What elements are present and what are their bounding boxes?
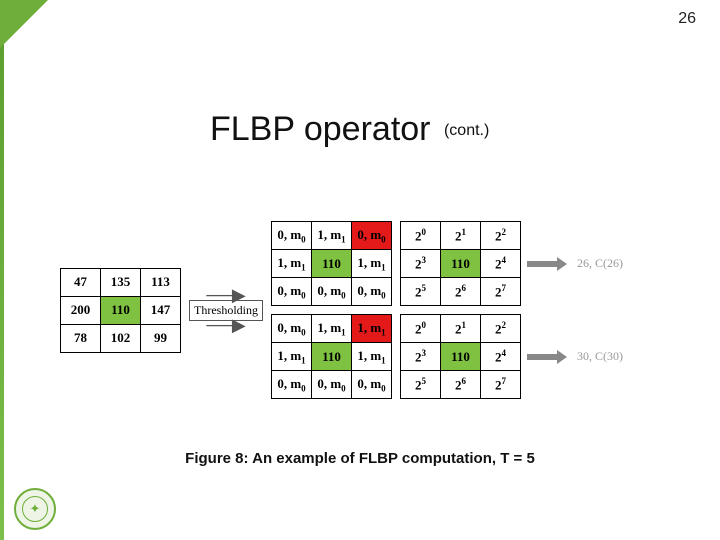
- cell-center: 110: [101, 296, 141, 324]
- cell: 23: [401, 250, 441, 278]
- cell: 1, m1: [272, 250, 312, 278]
- corner-triangle: [0, 0, 48, 48]
- arrow-icon: [527, 257, 567, 271]
- cell: 23: [401, 343, 441, 371]
- cell: 25: [401, 371, 441, 399]
- output-label: 26, C(26): [577, 256, 623, 271]
- cell: 21: [441, 222, 481, 250]
- cell: 24: [481, 343, 521, 371]
- cell-center: 110: [312, 250, 352, 278]
- institution-logo: ✦: [14, 488, 56, 530]
- side-accent-bar: [0, 0, 4, 540]
- membership-grids: 0, m0 1, m1 0, m0 1, m1 110 1, m1 0, m0 …: [271, 221, 392, 399]
- cell: 113: [141, 268, 181, 296]
- cell: 47: [61, 268, 101, 296]
- cell-center: 110: [441, 250, 481, 278]
- arrow-icon: [527, 350, 567, 364]
- weight-grids: 20 21 22 23 110 24 25 26 27 26, C(26): [400, 221, 623, 399]
- cell: 0, m0: [312, 278, 352, 306]
- cell: 24: [481, 250, 521, 278]
- cell: 26: [441, 278, 481, 306]
- cell: 20: [401, 315, 441, 343]
- arrow-icon: ──▶: [206, 321, 245, 330]
- cell: 1, m1: [352, 315, 392, 343]
- title-main: FLBP operator: [210, 110, 431, 148]
- cell: 1, m1: [312, 222, 352, 250]
- page-number: 26: [678, 10, 696, 28]
- cell: 99: [141, 324, 181, 352]
- cell: 0, m0: [272, 278, 312, 306]
- cell: 1, m1: [272, 343, 312, 371]
- cell-center: 110: [312, 343, 352, 371]
- cell: 21: [441, 315, 481, 343]
- figure-caption: Figure 8: An example of FLBP computation…: [0, 450, 720, 467]
- cell: 0, m0: [352, 278, 392, 306]
- cell: 147: [141, 296, 181, 324]
- cell: 0, m0: [352, 371, 392, 399]
- figure-area: 47 135 113 200 110 147 78 102 99 ──▶ Thr…: [60, 200, 680, 420]
- title-cont: (cont.): [444, 122, 489, 139]
- cell-center: 110: [441, 343, 481, 371]
- thresholding-arrow: ──▶ Thresholding ──▶: [189, 291, 263, 330]
- cell: 26: [441, 371, 481, 399]
- cell: 22: [481, 222, 521, 250]
- weight-grid-1: 20 21 22 23 110 24 25 26 27: [400, 221, 521, 306]
- slide-title: FLBP operator (cont.): [210, 110, 489, 149]
- cell: 20: [401, 222, 441, 250]
- weight-grid-2: 20 21 22 23 110 24 25 26 27: [400, 314, 521, 399]
- cell: 135: [101, 268, 141, 296]
- output-label: 30, C(30): [577, 349, 623, 364]
- membership-grid-1: 0, m0 1, m1 0, m0 1, m1 110 1, m1 0, m0 …: [271, 221, 392, 306]
- cell: 0, m0: [272, 315, 312, 343]
- cell: 1, m1: [352, 343, 392, 371]
- cell: 200: [61, 296, 101, 324]
- cell: 0, m0: [352, 222, 392, 250]
- cell: 0, m0: [272, 371, 312, 399]
- cell: 0, m0: [312, 371, 352, 399]
- cell: 1, m1: [312, 315, 352, 343]
- input-grid: 47 135 113 200 110 147 78 102 99: [60, 268, 181, 353]
- cell: 1, m1: [352, 250, 392, 278]
- cell: 102: [101, 324, 141, 352]
- cell: 27: [481, 371, 521, 399]
- logo-icon: ✦: [22, 496, 48, 522]
- cell: 22: [481, 315, 521, 343]
- cell: 0, m0: [272, 222, 312, 250]
- membership-grid-2: 0, m0 1, m1 1, m1 1, m1 110 1, m1 0, m0 …: [271, 314, 392, 399]
- cell: 78: [61, 324, 101, 352]
- arrow-icon: ──▶: [206, 291, 245, 300]
- cell: 25: [401, 278, 441, 306]
- cell: 27: [481, 278, 521, 306]
